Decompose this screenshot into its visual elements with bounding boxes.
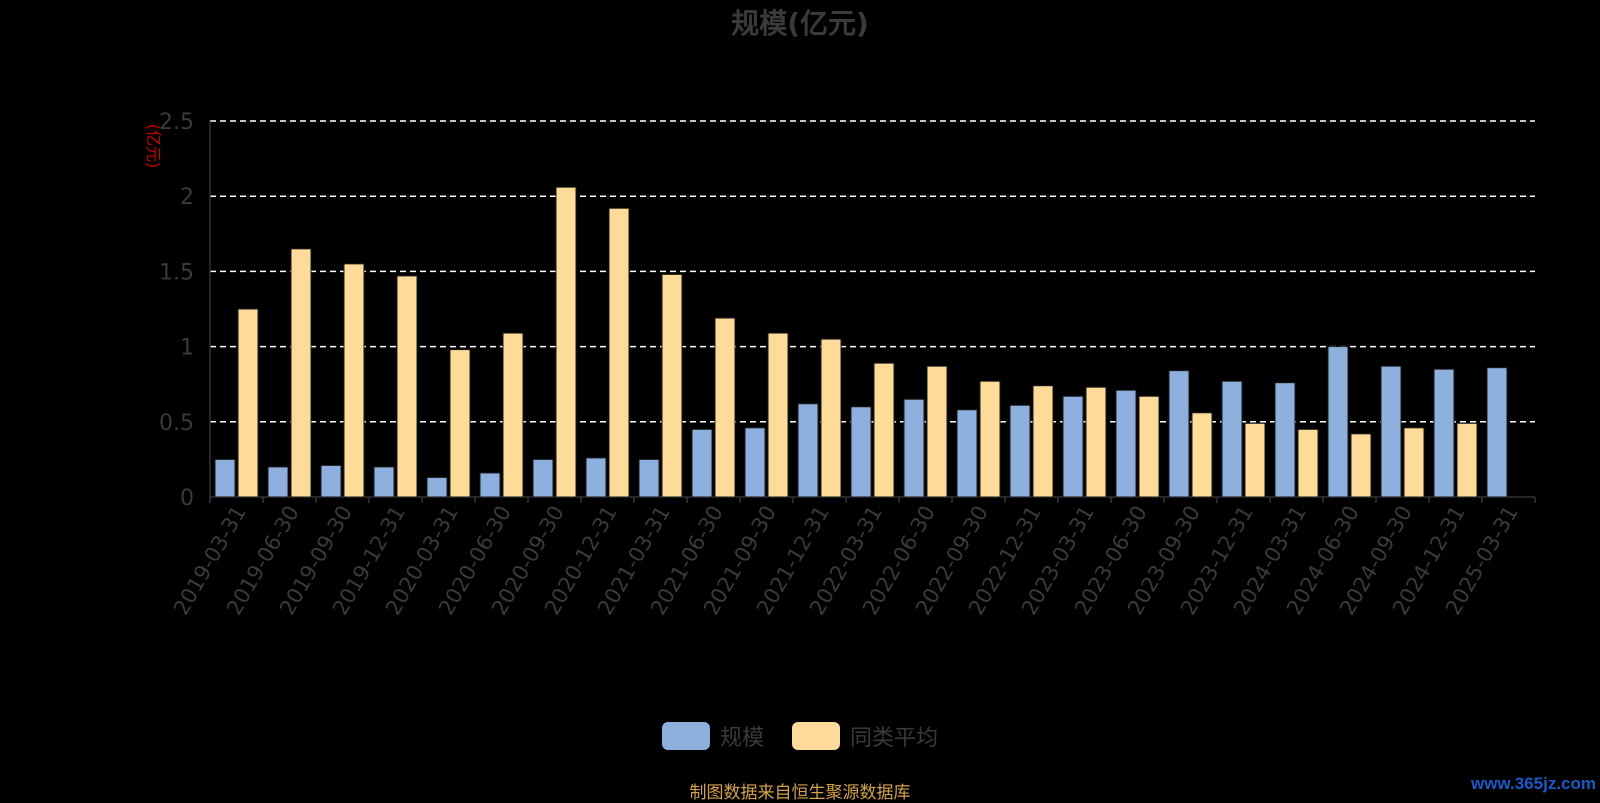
bar-scale [1221,380,1243,498]
bar-scale [267,466,289,498]
bar-scale [691,428,713,498]
bar-peer-average [1138,395,1160,498]
bar-peer-average [290,248,312,498]
bar-scale [1274,382,1296,498]
watermark: www.365jz.com [1470,774,1596,793]
bar-scale [797,403,819,498]
bar-scale [956,409,978,498]
chart-title: 规模(亿元) [731,7,869,40]
bar-scale [1062,395,1084,498]
legend-item-scale[interactable]: 规模 [661,720,764,752]
bar-peer-average [555,186,577,498]
bar-peer-average [608,207,630,498]
bar-scale [1009,404,1031,498]
legend-swatch-peer-average [792,722,840,750]
bar-chart: 00.511.522.5(亿元)2019-03-312019-06-302019… [144,110,1536,619]
bar-scale [426,476,448,498]
legend-item-peer-average[interactable]: 同类平均 [792,720,938,752]
bar-scale [373,466,395,498]
bar-peer-average [396,275,418,498]
bar-scale [903,398,925,498]
y-tick-label: 1.5 [159,260,194,285]
bar-peer-average [820,338,842,498]
bar-scale [479,472,501,498]
bar-peer-average [1032,385,1054,498]
bar-scale [1380,365,1402,498]
bar-scale [585,457,607,498]
y-tick-label: 2.5 [159,110,194,135]
bar-scale [320,464,342,498]
bar-scale [1433,368,1455,498]
bar-peer-average [661,273,683,498]
bar-scale [638,458,660,498]
bar-peer-average [979,380,1001,498]
y-tick-label: 0.5 [159,411,194,436]
bar-peer-average [1297,428,1319,498]
bar-scale [1486,367,1508,498]
bar-peer-average [1191,412,1213,498]
bar-peer-average [343,263,365,498]
legend-label-peer-average: 同类平均 [850,726,939,751]
y-axis-label: (亿元) [144,124,163,169]
bar-scale [1115,389,1137,498]
source-note: 制图数据来自恒生聚源数据库 [689,783,911,803]
bar-scale [744,427,766,498]
bar-peer-average [926,365,948,498]
bar-peer-average [1456,422,1478,498]
bar-peer-average [714,317,736,498]
y-tick-label: 2 [180,185,194,210]
bar-peer-average [1350,433,1372,498]
bar-peer-average [502,332,524,498]
bar-peer-average [237,308,259,498]
bar-peer-average [1244,422,1266,498]
bar-peer-average [1403,427,1425,498]
legend: 规模 同类平均 [0,720,1600,752]
y-tick-label: 1 [180,336,194,361]
bar-scale [532,458,554,498]
bar-scale [1327,346,1349,498]
bar-peer-average [873,362,895,498]
bar-peer-average [1085,386,1107,498]
bar-peer-average [767,332,789,498]
legend-swatch-scale [661,722,710,750]
y-tick-label: 0 [180,486,194,511]
legend-label-scale: 规模 [719,726,764,751]
bar-scale [850,406,872,498]
bar-peer-average [449,349,471,498]
bar-scale [214,458,236,498]
bar-scale [1168,370,1190,498]
